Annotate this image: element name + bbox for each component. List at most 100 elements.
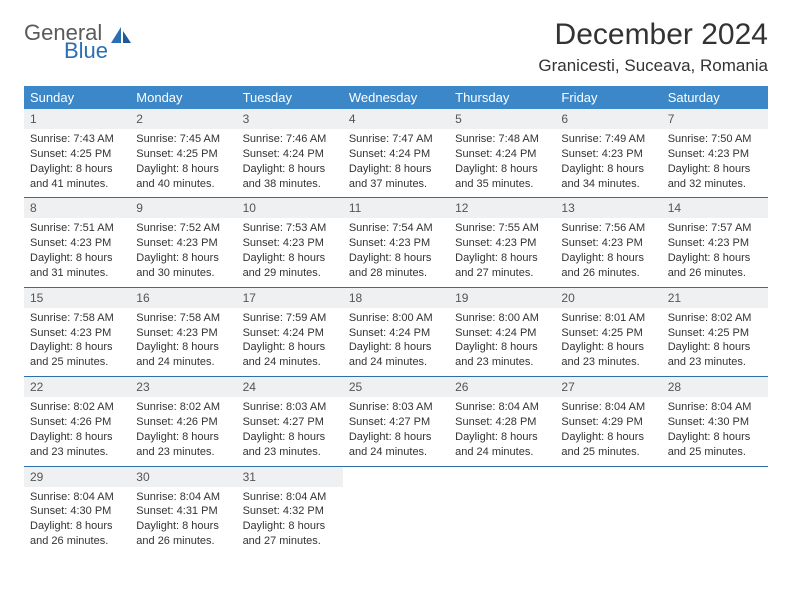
daylight-line-1: Daylight: 8 hours <box>30 251 124 266</box>
calendar-cell: 21Sunrise: 8:02 AMSunset: 4:25 PMDayligh… <box>662 287 768 376</box>
day-number: 12 <box>449 198 555 218</box>
day-number: 29 <box>24 467 130 487</box>
sunrise-line: Sunrise: 7:46 AM <box>243 132 337 147</box>
sunrise-line: Sunrise: 8:04 AM <box>136 490 230 505</box>
day-number: 15 <box>24 288 130 308</box>
sunset-line: Sunset: 4:23 PM <box>30 326 124 341</box>
calendar-cell: 16Sunrise: 7:58 AMSunset: 4:23 PMDayligh… <box>130 287 236 376</box>
calendar-cell: 5Sunrise: 7:48 AMSunset: 4:24 PMDaylight… <box>449 109 555 198</box>
calendar-cell: 12Sunrise: 7:55 AMSunset: 4:23 PMDayligh… <box>449 198 555 287</box>
calendar-cell: 13 Sunrise: 7:56 AMSunset: 4:23 PMDayligh… <box>555 198 661 287</box>
daylight-line-2: and 23 minutes. <box>561 355 655 370</box>
daylight-line-1: Daylight: 8 hours <box>668 430 762 445</box>
daylight-line-1: Daylight: 8 hours <box>30 340 124 355</box>
sunrise-line: Sunrise: 7:52 AM <box>136 221 230 236</box>
sunrise-line: Sunrise: 7:57 AM <box>668 221 762 236</box>
day-number: 23 <box>130 377 236 397</box>
daylight-line-2: and 26 minutes. <box>136 534 230 549</box>
day-body: Sunrise: 8:03 AMSunset: 4:27 PMDaylight:… <box>237 397 343 465</box>
sunset-line: Sunset: 4:23 PM <box>349 236 443 251</box>
header-row: Sunday Monday Tuesday Wednesday Thursday… <box>24 86 768 109</box>
calendar-cell: 27Sunrise: 8:04 AMSunset: 4:29 PMDayligh… <box>555 377 661 466</box>
daylight-line-1: Daylight: 8 hours <box>30 162 124 177</box>
day-body: Sunrise: 8:04 AMSunset: 4:32 PMDaylight:… <box>237 487 343 555</box>
sunset-line: Sunset: 4:23 PM <box>455 236 549 251</box>
sunrise-line: Sunrise: 7:56 AM <box>561 221 655 236</box>
calendar-cell: 1Sunrise: 7:43 AMSunset: 4:25 PMDaylight… <box>24 109 130 198</box>
day-number: 2 <box>130 109 236 129</box>
sunset-line: Sunset: 4:25 PM <box>30 147 124 162</box>
daylight-line-1: Daylight: 8 hours <box>668 340 762 355</box>
sunrise-line: Sunrise: 7:48 AM <box>455 132 549 147</box>
daylight-line-2: and 38 minutes. <box>243 177 337 192</box>
daylight-line-2: and 32 minutes. <box>668 177 762 192</box>
sunrise-line: Sunrise: 7:49 AM <box>561 132 655 147</box>
day-body: Sunrise: 7:55 AMSunset: 4:23 PMDaylight:… <box>449 218 555 286</box>
logo-sail-icon <box>111 25 133 50</box>
sunset-line: Sunset: 4:24 PM <box>349 326 443 341</box>
calendar-cell: 19Sunrise: 8:00 AMSunset: 4:24 PMDayligh… <box>449 287 555 376</box>
day-body: Sunrise: 8:03 AMSunset: 4:27 PMDaylight:… <box>343 397 449 465</box>
daylight-line-2: and 27 minutes. <box>243 534 337 549</box>
daylight-line-1: Daylight: 8 hours <box>243 251 337 266</box>
col-thursday: Thursday <box>449 86 555 109</box>
sunrise-line: Sunrise: 7:53 AM <box>243 221 337 236</box>
sunrise-line: Sunrise: 7:47 AM <box>349 132 443 147</box>
daylight-line-2: and 40 minutes. <box>136 177 230 192</box>
sunrise-line: Sunrise: 7:58 AM <box>30 311 124 326</box>
col-saturday: Saturday <box>662 86 768 109</box>
calendar-cell: 24Sunrise: 8:03 AMSunset: 4:27 PMDayligh… <box>237 377 343 466</box>
day-number: 3 <box>237 109 343 129</box>
day-body: Sunrise: 7:59 AMSunset: 4:24 PMDaylight:… <box>237 308 343 376</box>
sunset-line: Sunset: 4:25 PM <box>668 326 762 341</box>
day-number: 27 <box>555 377 661 397</box>
sunset-line: Sunset: 4:25 PM <box>136 147 230 162</box>
day-number: 5 <box>449 109 555 129</box>
sunset-line: Sunset: 4:24 PM <box>455 147 549 162</box>
sunrise-line: Sunrise: 8:04 AM <box>30 490 124 505</box>
daylight-line-2: and 23 minutes. <box>30 445 124 460</box>
day-number: 25 <box>343 377 449 397</box>
sunrise-line: Sunrise: 8:03 AM <box>349 400 443 415</box>
col-friday: Friday <box>555 86 661 109</box>
sunrise-line: Sunrise: 8:00 AM <box>349 311 443 326</box>
sunrise-line: Sunrise: 8:04 AM <box>455 400 549 415</box>
daylight-line-2: and 26 minutes. <box>668 266 762 281</box>
calendar-cell: 18Sunrise: 8:00 AMSunset: 4:24 PMDayligh… <box>343 287 449 376</box>
calendar-cell <box>662 466 768 555</box>
day-number: 22 <box>24 377 130 397</box>
col-wednesday: Wednesday <box>343 86 449 109</box>
day-number: 6 <box>555 109 661 129</box>
calendar-week: 8Sunrise: 7:51 AMSunset: 4:23 PMDaylight… <box>24 198 768 287</box>
sunset-line: Sunset: 4:23 PM <box>561 147 655 162</box>
day-number: 26 <box>449 377 555 397</box>
daylight-line-2: and 35 minutes. <box>455 177 549 192</box>
sunset-line: Sunset: 4:23 PM <box>561 236 655 251</box>
daylight-line-2: and 24 minutes. <box>136 355 230 370</box>
month-title: December 2024 <box>538 18 768 52</box>
daylight-line-2: and 23 minutes. <box>243 445 337 460</box>
day-body: Sunrise: 8:04 AMSunset: 4:29 PMDaylight:… <box>555 397 661 465</box>
calendar-cell: 29Sunrise: 8:04 AMSunset: 4:30 PMDayligh… <box>24 466 130 555</box>
calendar-cell: 7Sunrise: 7:50 AMSunset: 4:23 PMDaylight… <box>662 109 768 198</box>
daylight-line-2: and 28 minutes. <box>349 266 443 281</box>
daylight-line-1: Daylight: 8 hours <box>561 251 655 266</box>
day-body: Sunrise: 7:49 AMSunset: 4:23 PMDaylight:… <box>555 129 661 197</box>
calendar-cell: 30Sunrise: 8:04 AMSunset: 4:31 PMDayligh… <box>130 466 236 555</box>
sunrise-line: Sunrise: 8:04 AM <box>561 400 655 415</box>
header: General Blue December 2024 Granicesti, S… <box>24 18 768 82</box>
daylight-line-2: and 25 minutes. <box>30 355 124 370</box>
title-block: December 2024 Granicesti, Suceava, Roman… <box>538 18 768 82</box>
daylight-line-2: and 25 minutes. <box>668 445 762 460</box>
daylight-line-1: Daylight: 8 hours <box>668 162 762 177</box>
daylight-line-2: and 30 minutes. <box>136 266 230 281</box>
daylight-line-2: and 31 minutes. <box>30 266 124 281</box>
sunset-line: Sunset: 4:26 PM <box>30 415 124 430</box>
sunrise-line: Sunrise: 8:03 AM <box>243 400 337 415</box>
day-body: Sunrise: 7:58 AMSunset: 4:23 PMDaylight:… <box>24 308 130 376</box>
sunrise-line: Sunrise: 8:04 AM <box>668 400 762 415</box>
day-number: 13 <box>555 198 661 218</box>
daylight-line-1: Daylight: 8 hours <box>561 162 655 177</box>
calendar-cell: 2Sunrise: 7:45 AMSunset: 4:25 PMDaylight… <box>130 109 236 198</box>
logo-word2: Blue <box>64 40 108 62</box>
